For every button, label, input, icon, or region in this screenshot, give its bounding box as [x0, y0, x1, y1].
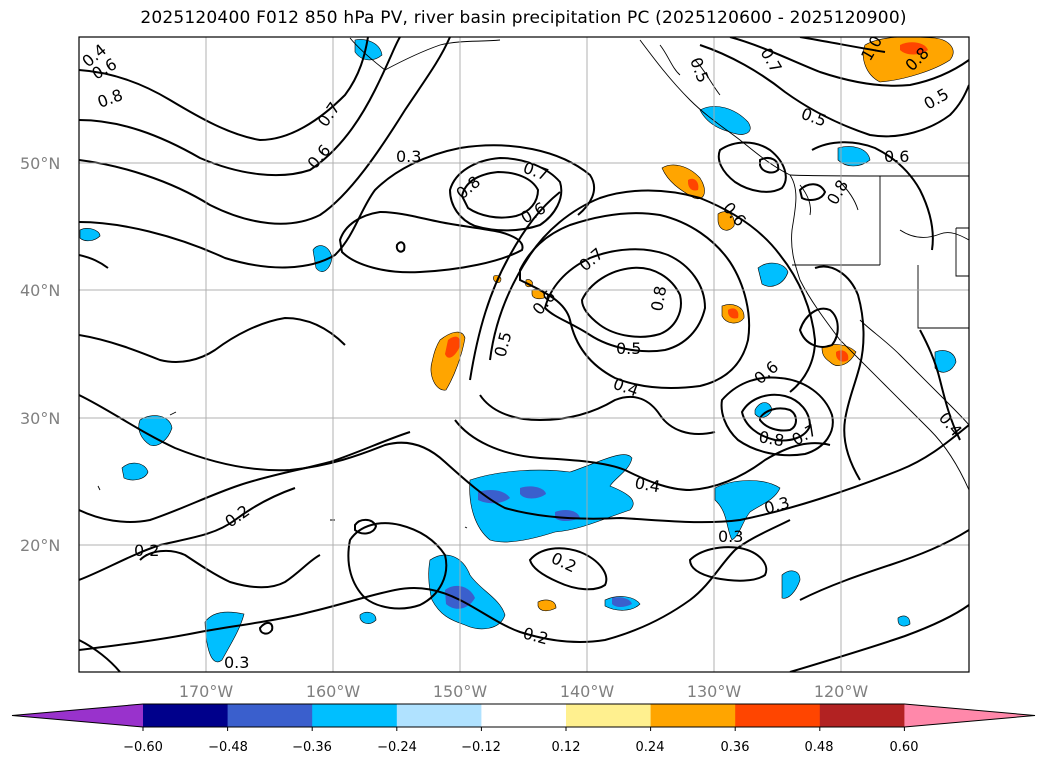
- colorbar-tick-label: −0.48: [208, 740, 248, 755]
- contour-label: 0.5: [616, 339, 641, 358]
- colorbar-extend-max: [904, 704, 1035, 727]
- colorbar: [11, 703, 1036, 731]
- lat-label: 30°N: [20, 409, 60, 428]
- colorbar-swatch: [819, 704, 905, 727]
- lat-label: 40°N: [20, 281, 60, 300]
- colorbar-tick-label: 0.36: [721, 740, 750, 755]
- longitude-labels: 170°W 160°W 150°W 140°W 130°W 120°W: [179, 682, 869, 701]
- colorbar-swatch: [735, 704, 821, 727]
- colorbar-tick-label: −0.36: [292, 740, 332, 755]
- contour-label: 0.3: [224, 653, 249, 672]
- colorbar-tick-label: 0.12: [552, 740, 581, 755]
- colorbar-tick-label: 0.60: [890, 740, 919, 755]
- lon-label: 170°W: [179, 682, 234, 701]
- colorbar-swatch: [566, 704, 652, 727]
- lon-label: 150°W: [433, 682, 488, 701]
- contour-label: 0.4: [633, 473, 661, 496]
- lon-label: 130°W: [687, 682, 742, 701]
- contour-label: 0.3: [718, 527, 743, 546]
- colorbar-swatch: [143, 704, 229, 727]
- contour-label: 0.3: [396, 147, 421, 166]
- lat-label: 50°N: [20, 154, 60, 173]
- colorbar-tick-label: −0.60: [123, 740, 163, 755]
- map-frame: [78, 36, 970, 673]
- contour-label: 0.8: [647, 284, 670, 312]
- lat-label: 20°N: [20, 536, 60, 555]
- lon-label: 160°W: [306, 682, 361, 701]
- colorbar-tick-label: 0.24: [636, 740, 665, 755]
- colorbar-tick-label: −0.12: [461, 740, 501, 755]
- lon-label: 120°W: [814, 682, 869, 701]
- colorbar-swatch: [227, 704, 313, 727]
- precip-strong-positive-areas: [445, 42, 928, 362]
- map-title: 2025120400 F012 850 hPa PV, river basin …: [140, 8, 907, 28]
- lon-label: 140°W: [560, 682, 615, 701]
- colorbar-extend-min: [12, 704, 143, 727]
- colorbar-tick-label: 0.48: [805, 740, 834, 755]
- contour-label: 0.2: [134, 541, 159, 560]
- colorbar-tick-label: −0.24: [377, 740, 417, 755]
- colorbar-swatch: [396, 704, 482, 727]
- colorbar-swatch: [650, 704, 736, 727]
- latitude-labels: 50°N 40°N 30°N 20°N: [20, 154, 60, 555]
- contour-label: 0.8: [757, 427, 785, 450]
- contour-label: 0.6: [884, 147, 909, 166]
- map-background: [79, 37, 969, 672]
- coastlines: [97, 37, 969, 529]
- colorbar-swatch: [312, 704, 398, 727]
- colorbar-swatch: [481, 704, 567, 727]
- colorbar-tick-labels: −0.60 −0.48 −0.36 −0.24 −0.12 0.12 0.24 …: [123, 740, 918, 755]
- precip-negative-areas: [79, 39, 957, 663]
- graticule: [79, 37, 969, 672]
